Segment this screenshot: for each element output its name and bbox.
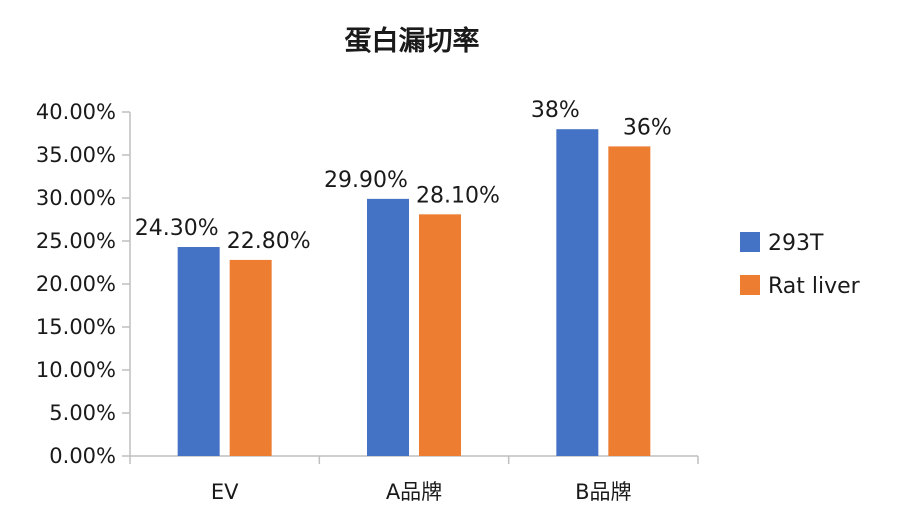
y-tick-label: 35.00% [36,143,116,167]
bar-series-2 [229,259,272,456]
data-label: 36% [623,115,672,140]
data-label: 24.30% [135,216,219,241]
y-tick-label: 40.00% [36,100,116,124]
y-tick-label: 30.00% [36,186,116,210]
x-tick-label: A品牌 [386,480,442,504]
legend-label: Rat liver [768,274,861,299]
data-label: 38% [531,98,580,123]
legend-label: 293T [768,231,824,256]
y-tick-label: 5.00% [49,401,116,425]
data-label: 22.80% [227,229,311,254]
bars [177,129,651,457]
data-label: 28.10% [416,183,500,208]
bar-series-1 [556,129,599,456]
legend: 293T Rat liver [740,231,861,299]
y-tick-label: 0.00% [49,444,116,468]
y-axis: 0.00% 5.00% 10.00% 15.00% 20.00% 25.00% 30.00%… [36,100,131,468]
x-tick-label: EV [211,480,239,504]
bar-series-1 [367,198,409,457]
legend-swatch [740,275,760,295]
y-tick-label: 10.00% [36,358,116,382]
x-tick-label: B品牌 [575,480,631,504]
bar-series-2 [608,146,651,456]
bar-series-2 [419,214,461,456]
bar-series-1 [177,247,220,456]
legend-swatch [740,232,760,252]
y-tick-label: 25.00% [36,229,116,253]
data-label: 29.90% [324,168,408,193]
y-tick-label: 15.00% [36,315,116,339]
x-axis: EV A品牌 B品牌 [129,455,699,504]
y-tick-label: 20.00% [36,272,116,296]
chart-title: 蛋白漏切率 [345,25,480,57]
data-labels: 24.30% 29.90% 38% 22.80% 28.10% 36% [135,98,672,254]
